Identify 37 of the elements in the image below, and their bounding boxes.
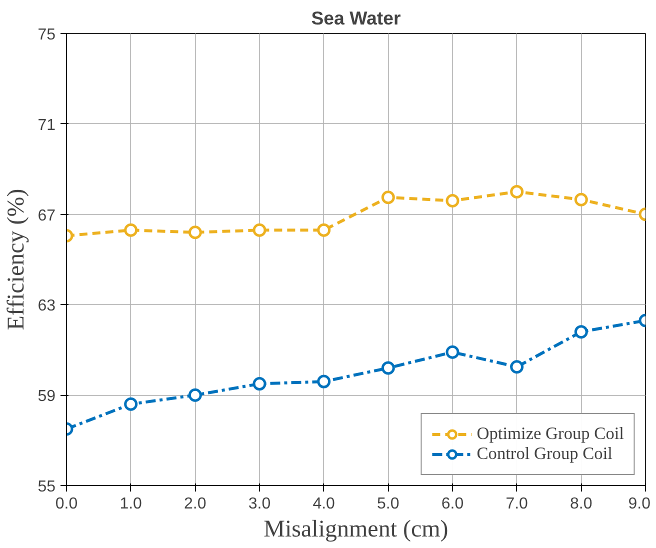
point — [381, 190, 395, 204]
chart-title: Sea Water — [311, 8, 401, 28]
point — [317, 223, 331, 237]
legend-label: Optimize Group Coil — [476, 424, 624, 444]
point — [381, 361, 395, 375]
x-tick-label: 9.0 — [628, 496, 651, 512]
point — [188, 388, 202, 402]
x-tick-label: 3.0 — [248, 496, 271, 512]
point — [510, 184, 524, 198]
point — [574, 325, 588, 339]
point — [510, 360, 524, 374]
x-tick-label: 5.0 — [377, 496, 400, 512]
x-axis-title: Misalignment (cm) — [264, 516, 448, 542]
x-tick-label: 6.0 — [441, 496, 464, 512]
x-tick-label: 7.0 — [506, 496, 528, 512]
point — [124, 223, 138, 237]
point — [317, 374, 331, 388]
point — [188, 226, 202, 240]
y-tick-label: 75 — [38, 26, 56, 44]
y-tick-label: 71 — [38, 116, 56, 134]
y-axis-title: Efficiency (%) — [4, 188, 30, 330]
x-tick-label: 8.0 — [570, 496, 592, 512]
x-tick-label: 2.0 — [184, 496, 206, 512]
point — [446, 345, 460, 359]
x-tick-label: 0.0 — [55, 496, 78, 512]
point — [124, 397, 138, 411]
y-tick-label: 67 — [38, 207, 56, 224]
x-tick-label: 4.0 — [312, 496, 336, 512]
point — [252, 377, 266, 391]
x-tick-label: 1.0 — [120, 496, 142, 512]
point — [574, 192, 588, 206]
y-tick-label: 55 — [38, 478, 56, 496]
point — [446, 194, 460, 208]
y-tick-label: 63 — [38, 298, 56, 315]
point — [252, 223, 266, 237]
legend-label: Control Group Coil — [476, 444, 612, 464]
y-tick-label: 59 — [38, 388, 56, 406]
